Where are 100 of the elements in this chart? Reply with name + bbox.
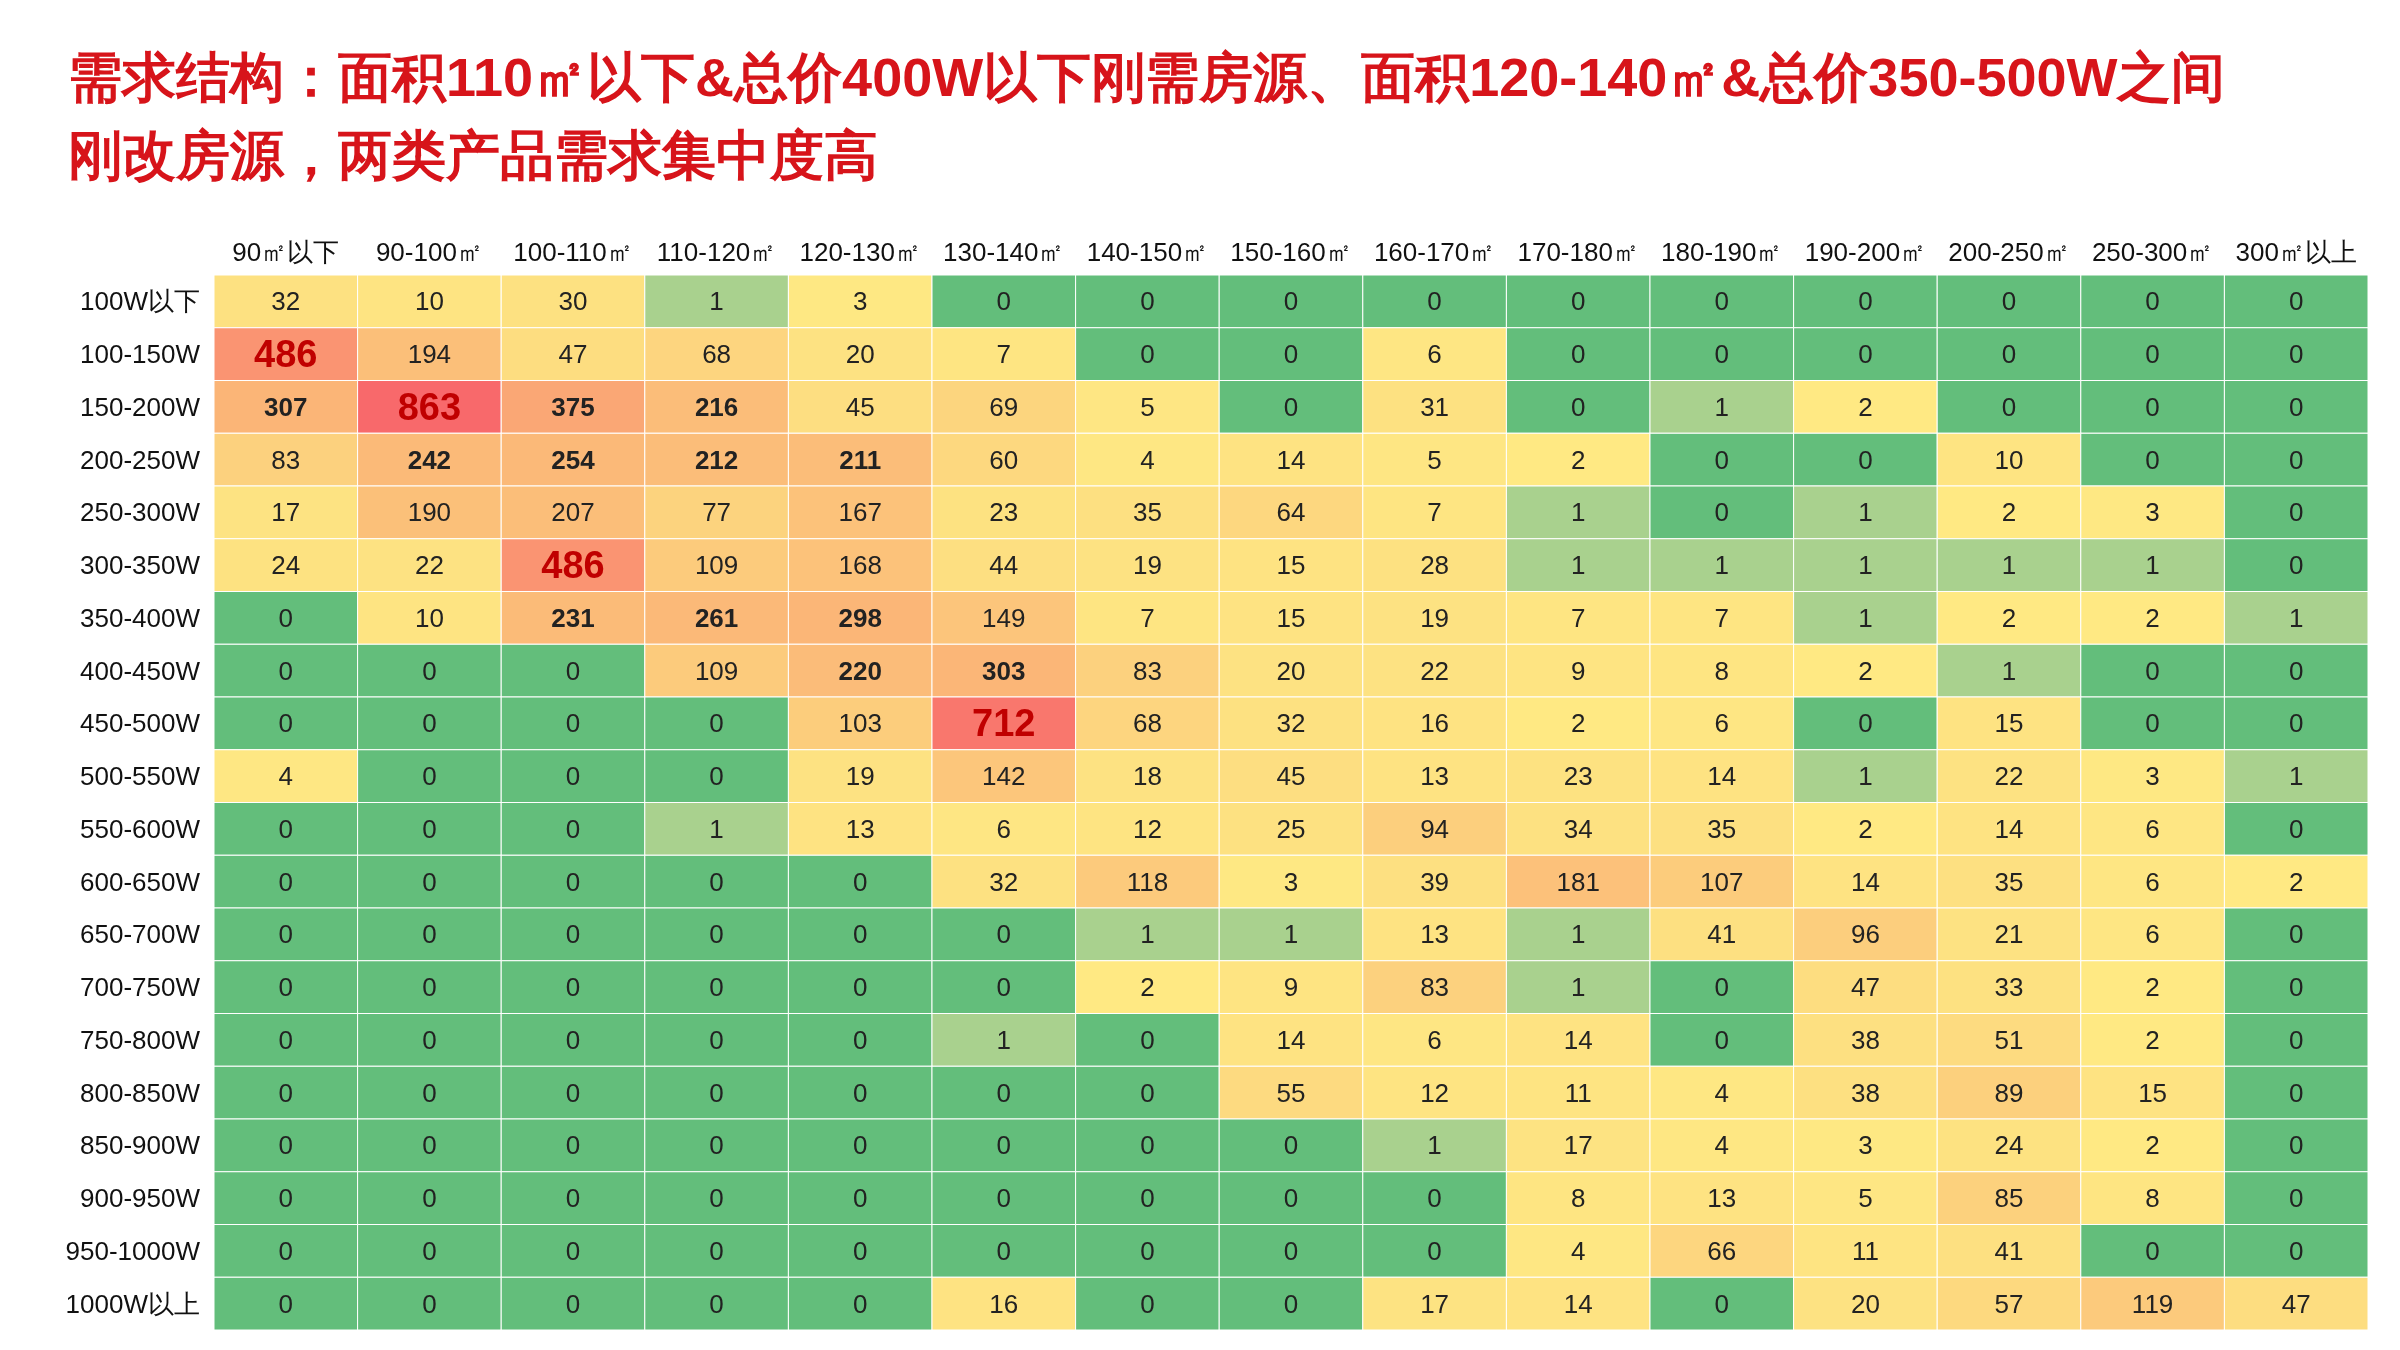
data-label: 0 (709, 1130, 724, 1161)
data-label: 6 (1714, 708, 1730, 739)
data-label: 15 (1276, 550, 1306, 581)
data-label: 0 (1427, 1183, 1442, 1214)
y-tick-label: 250-300W (80, 497, 201, 528)
data-label: 7 (1714, 602, 1730, 633)
data-label: 0 (1283, 1130, 1299, 1161)
data-label: 0 (709, 761, 724, 792)
data-label: 89 (1994, 1077, 2024, 1108)
data-label: 0 (2288, 708, 2304, 739)
data-label: 0 (278, 708, 294, 739)
data-label: 0 (852, 866, 868, 897)
data-label: 69 (989, 391, 1019, 422)
data-label: 212 (694, 444, 739, 475)
y-tick-label: 150-200W (80, 391, 201, 422)
data-label: 1 (1570, 497, 1586, 528)
data-label: 486 (541, 544, 605, 587)
data-label: 0 (422, 1024, 437, 1055)
data-label: 2 (1858, 813, 1873, 844)
data-label: 0 (996, 1130, 1012, 1161)
data-label: 1 (1714, 391, 1730, 422)
data-label: 0 (996, 1235, 1012, 1266)
y-tick-label: 1000W以上 (65, 1288, 200, 1319)
data-label: 2 (2145, 1130, 2160, 1161)
data-label: 4 (1714, 1077, 1730, 1108)
y-tick-label: 600-650W (80, 866, 201, 897)
data-label: 2 (1570, 444, 1586, 475)
data-label: 0 (278, 1288, 294, 1319)
data-label: 0 (278, 919, 294, 950)
data-label: 0 (1283, 1235, 1299, 1266)
data-label: 35 (1132, 497, 1162, 528)
data-label: 2 (2001, 602, 2017, 633)
data-label: 11 (1851, 1235, 1879, 1266)
y-tick-label: 100-150W (80, 339, 201, 370)
data-label: 55 (1276, 1077, 1306, 1108)
data-label: 14 (1994, 813, 2024, 844)
data-label: 20 (845, 339, 875, 370)
data-label: 0 (278, 1024, 294, 1055)
data-label: 0 (1570, 339, 1586, 370)
data-label: 0 (1283, 286, 1299, 317)
data-label: 66 (1707, 1235, 1737, 1266)
data-label: 0 (1570, 286, 1586, 317)
data-label: 167 (838, 497, 882, 528)
data-label: 15 (1276, 602, 1306, 633)
data-label: 6 (2145, 919, 2160, 950)
data-label: 34 (1563, 813, 1593, 844)
data-label: 7 (996, 339, 1012, 370)
x-tick-label: 150-160㎡ (1230, 237, 1352, 267)
data-label: 0 (2288, 972, 2304, 1003)
data-label: 0 (1283, 1183, 1299, 1214)
data-label: 1 (2288, 761, 2304, 792)
data-label: 0 (2288, 1077, 2304, 1108)
data-label: 0 (1714, 339, 1730, 370)
data-label: 863 (397, 385, 462, 428)
data-label: 7 (1427, 497, 1442, 528)
data-label: 118 (1126, 866, 1169, 897)
data-label: 0 (1714, 1024, 1730, 1055)
data-label: 0 (852, 1235, 868, 1266)
data-label: 38 (1850, 1077, 1880, 1108)
data-label: 13 (845, 813, 875, 844)
data-label: 32 (1276, 708, 1306, 739)
data-label: 190 (407, 497, 452, 528)
data-label: 7 (1570, 602, 1586, 633)
data-label: 2 (1570, 708, 1586, 739)
data-label: 22 (1420, 655, 1450, 686)
data-label: 19 (845, 761, 875, 792)
data-label: 1 (1283, 919, 1299, 950)
data-label: 0 (1570, 391, 1586, 422)
data-label: 47 (1850, 972, 1880, 1003)
data-label: 0 (1140, 339, 1155, 370)
data-label: 1 (1714, 550, 1730, 581)
data-label: 0 (565, 1077, 581, 1108)
data-label: 0 (852, 1183, 868, 1214)
data-label: 24 (1994, 1130, 2024, 1161)
data-label: 9 (1283, 972, 1299, 1003)
data-label: 0 (852, 1288, 868, 1319)
data-label: 0 (565, 1024, 581, 1055)
data-label: 2 (2288, 866, 2304, 897)
data-label: 41 (1994, 1235, 2024, 1266)
data-label: 0 (996, 1077, 1012, 1108)
x-tick-label: 200-250㎡ (1948, 237, 2070, 267)
data-label: 16 (1420, 708, 1450, 739)
data-label: 0 (2288, 1183, 2304, 1214)
data-label: 0 (2001, 286, 2017, 317)
data-label: 2 (2145, 1024, 2160, 1055)
data-label: 0 (1283, 339, 1299, 370)
data-label: 0 (422, 813, 437, 844)
data-label: 9 (1570, 655, 1586, 686)
data-label: 64 (1276, 497, 1306, 528)
data-label: 2 (2145, 602, 2160, 633)
data-label: 0 (1427, 1235, 1442, 1266)
data-label: 85 (1994, 1183, 2024, 1214)
data-label: 6 (2145, 866, 2160, 897)
data-label: 96 (1850, 919, 1880, 950)
x-tick-label: 90㎡以下 (232, 237, 340, 267)
data-label: 109 (694, 655, 739, 686)
data-label: 51 (1994, 1024, 2024, 1055)
data-label: 0 (565, 1235, 581, 1266)
data-label: 4 (1140, 444, 1155, 475)
data-label: 8 (2145, 1183, 2160, 1214)
